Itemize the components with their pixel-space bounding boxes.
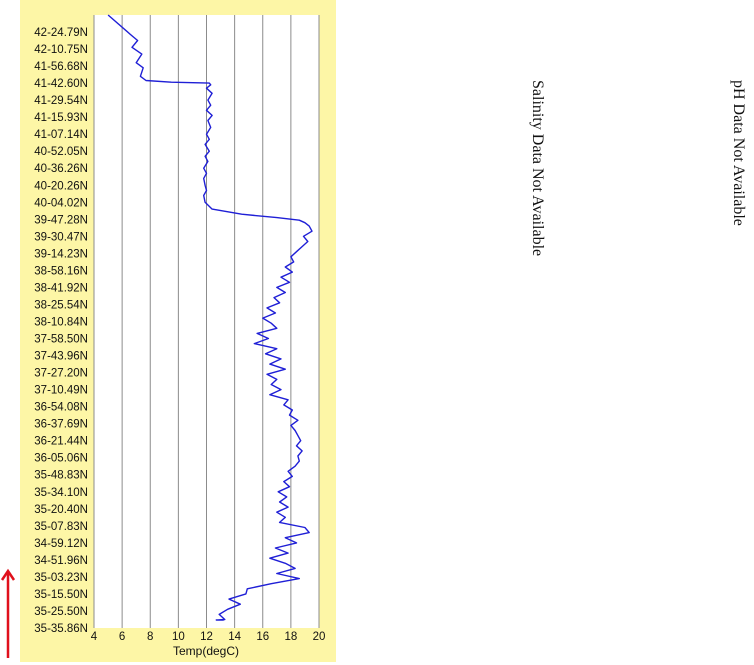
y-tick-label: 41-15.93N [34,112,88,124]
arrow-up-icon [0,568,16,658]
y-tick-label: 39-30.47N [34,231,88,243]
y-tick-label: 37-58.50N [34,334,88,346]
x-axis-ticks: 4 6 8 10 12 14 16 18 20 [91,631,326,643]
y-tick-label: 41-29.54N [34,95,88,107]
y-tick-label: 37-27.20N [34,368,88,380]
y-tick-label: 35-15.50N [34,589,88,601]
x-tick-label: 8 [147,631,153,643]
y-tick-label: 35-35.86N [34,623,88,635]
y-tick-label: 42-10.75N [34,44,88,56]
grid-lines [93,15,320,628]
y-tick-label: 40-20.26N [34,180,88,192]
y-tick-label: 36-21.44N [34,436,88,448]
y-tick-label: 39-47.28N [34,214,88,226]
salinity-unavailable-note: Salinity Data Not Available [529,80,546,257]
x-axis-label: Temp(degC) [173,644,239,658]
x-tick-label: 10 [172,631,185,643]
temperature-line [107,14,313,621]
y-tick-label: 41-42.60N [34,78,88,90]
y-tick-label: 40-36.26N [34,163,88,175]
x-tick-label: 4 [91,631,98,643]
y-tick-label: 40-04.02N [34,197,88,209]
x-tick-label: 16 [256,631,269,643]
temperature-series [107,14,313,621]
y-tick-label: 38-41.92N [34,282,88,294]
y-tick-label: 37-43.96N [34,351,88,363]
y-tick-label: 39-14.23N [34,248,88,260]
y-tick-label: 35-07.83N [34,521,88,533]
y-tick-label: 42-24.79N [34,27,88,39]
x-tick-label: 20 [313,631,326,643]
y-tick-label: 38-58.16N [34,265,88,277]
y-tick-label: 34-51.96N [34,555,88,567]
y-tick-label: 40-52.05N [34,146,88,158]
y-tick-label: 38-25.54N [34,299,88,311]
y-tick-label: 37-10.49N [34,385,88,397]
x-tick-label: 14 [228,631,241,643]
x-tick-label: 12 [200,631,213,643]
y-tick-label: 41-56.68N [34,61,88,73]
y-tick-label: 36-05.06N [34,453,88,465]
y-tick-label: 35-03.23N [34,572,88,584]
ph-unavailable-note: pH Data Not Available [730,80,747,226]
chart-panel: 42-24.79N 42-10.75N 41-56.68N 41-42.60N 41-2… [20,0,336,662]
y-tick-label: 36-54.08N [34,402,88,414]
y-tick-label: 35-34.10N [34,487,88,499]
temperature-profile-chart: 42-24.79N 42-10.75N 41-56.68N 41-42.60N 41-2… [34,14,326,658]
y-tick-label: 38-10.84N [34,316,88,328]
x-tick-label: 6 [119,631,125,643]
x-tick-label: 18 [284,631,297,643]
y-tick-label: 35-20.40N [34,504,88,516]
y-tick-label: 36-37.69N [34,419,88,431]
y-tick-label: 35-25.50N [34,606,88,618]
y-tick-label: 41-07.14N [34,129,88,141]
y-tick-label: 34-59.12N [34,538,88,550]
y-tick-label: 35-48.83N [34,470,88,482]
y-axis-ticks: 42-24.79N 42-10.75N 41-56.68N 41-42.60N 41-2… [34,27,88,635]
